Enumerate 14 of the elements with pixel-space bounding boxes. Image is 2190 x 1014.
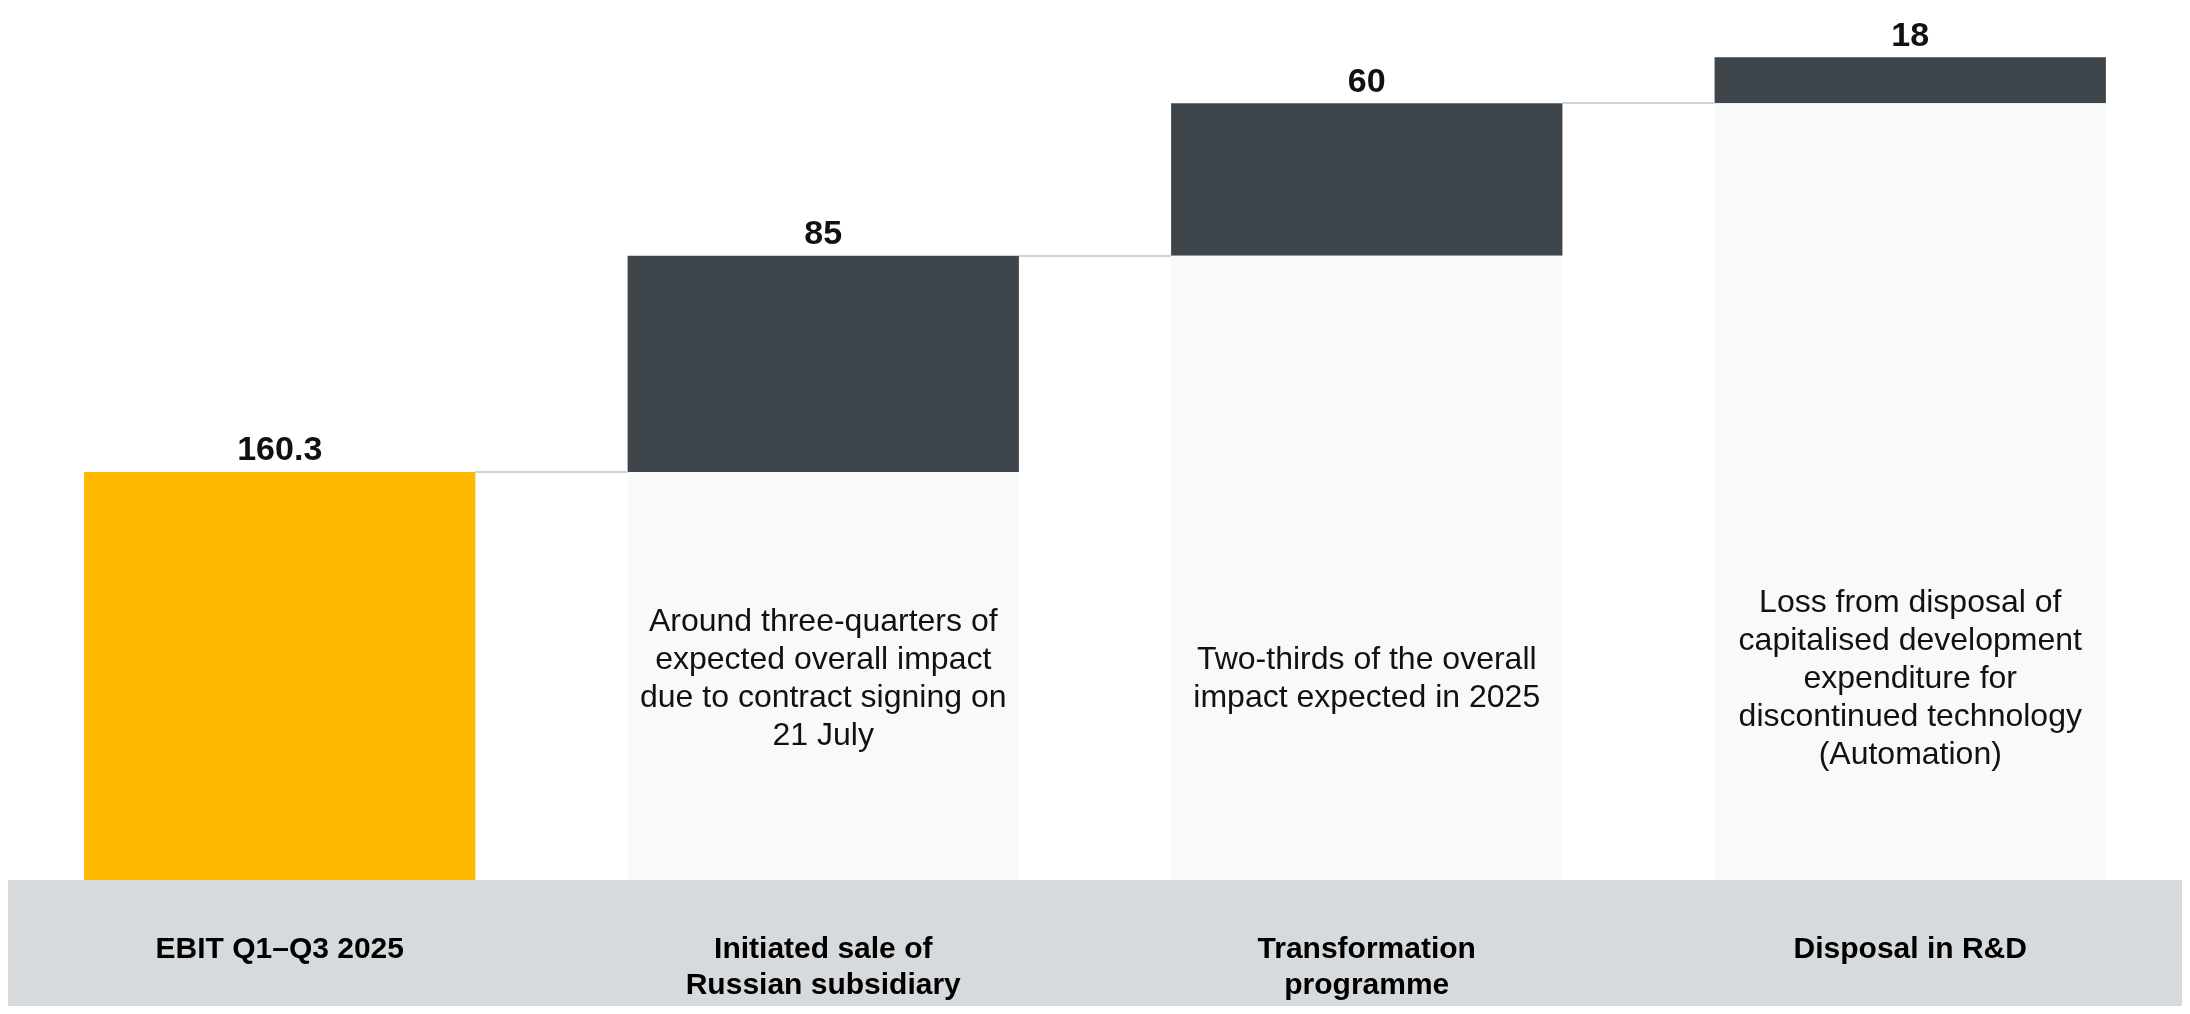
bar	[1171, 103, 1563, 256]
data-label: 85	[804, 213, 843, 252]
x-tick-label: Disposal in R&D	[1793, 931, 2027, 965]
data-label: 18	[1891, 14, 1930, 53]
annotation: Loss from disposal of capitalised development expenditure for discontinued technology (Automation)	[1738, 583, 2083, 772]
annotation: Around three-quarters of expected overall impact due to contract signing on 21 July	[640, 602, 1007, 753]
data-label: 60	[1347, 60, 1386, 99]
annotation: Two-thirds of the overall impact expected in 2025	[1193, 640, 1541, 715]
bar	[1714, 57, 2106, 104]
x-tick-label: Initiated sale of Russian subsidiary	[685, 931, 962, 1001]
x-tick-label: Transformation programme	[1257, 931, 1476, 1001]
data-label: 160.3	[237, 429, 323, 468]
bar	[84, 472, 476, 880]
x-tick-label: EBIT Q1–Q3 2025	[155, 931, 404, 965]
